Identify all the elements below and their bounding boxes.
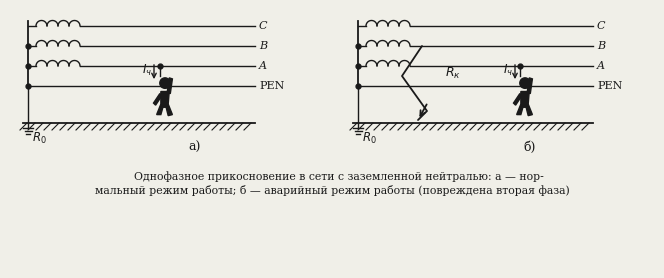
Circle shape — [520, 78, 531, 88]
Text: B: B — [259, 41, 267, 51]
Text: $R_к$: $R_к$ — [445, 65, 461, 81]
Text: Однофазное прикосновение в сети с заземленной нейтралью: а — нор-: Однофазное прикосновение в сети с заземл… — [120, 171, 544, 182]
Text: PEN: PEN — [259, 81, 284, 91]
Polygon shape — [157, 91, 173, 116]
Polygon shape — [153, 94, 162, 105]
Polygon shape — [527, 78, 533, 94]
Text: $R_0$: $R_0$ — [32, 131, 46, 146]
Text: A: A — [259, 61, 267, 71]
Text: C: C — [259, 21, 268, 31]
Text: C: C — [597, 21, 606, 31]
Text: мальный режим работы; б — аварийный режим работы (повреждена вторая фаза): мальный режим работы; б — аварийный режи… — [95, 185, 569, 196]
Polygon shape — [167, 78, 173, 94]
Polygon shape — [513, 94, 522, 105]
Circle shape — [160, 78, 170, 88]
Polygon shape — [517, 91, 533, 116]
Text: $I_ч$: $I_ч$ — [142, 63, 152, 78]
Text: A: A — [597, 61, 605, 71]
Text: $R_0$: $R_0$ — [362, 131, 376, 146]
Text: а): а) — [189, 141, 201, 154]
Text: б): б) — [524, 141, 537, 154]
Text: $I_ч$: $I_ч$ — [503, 63, 513, 78]
Text: B: B — [597, 41, 605, 51]
Text: PEN: PEN — [597, 81, 622, 91]
